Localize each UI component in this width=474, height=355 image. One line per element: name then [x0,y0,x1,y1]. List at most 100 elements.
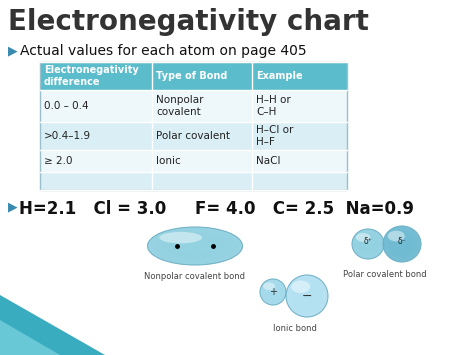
Text: Electronegativity
difference: Electronegativity difference [44,65,139,87]
Bar [152,172,252,190]
Ellipse shape [355,232,381,256]
Ellipse shape [384,227,420,261]
Ellipse shape [392,234,412,253]
Ellipse shape [160,232,230,260]
Text: Ionic bond: Ionic bond [273,324,317,333]
Ellipse shape [289,278,325,314]
Ellipse shape [393,236,411,252]
Ellipse shape [264,283,282,301]
Text: δ⁺: δ⁺ [364,237,373,246]
Ellipse shape [147,227,243,265]
Ellipse shape [397,239,407,249]
Bar [40,90,152,122]
Text: Ionic: Ionic [156,156,181,166]
Ellipse shape [306,295,309,297]
Ellipse shape [170,236,220,256]
Ellipse shape [352,229,384,259]
Ellipse shape [286,275,328,317]
Ellipse shape [300,289,314,303]
Polygon shape [0,295,105,355]
Text: H–Cl or
H–F: H–Cl or H–F [256,125,293,147]
Ellipse shape [269,288,277,296]
Ellipse shape [299,288,315,304]
Ellipse shape [287,277,327,316]
Bar [252,62,347,90]
Ellipse shape [303,292,311,300]
Text: δ⁻: δ⁻ [398,237,406,246]
Bar [152,122,252,150]
Ellipse shape [272,291,274,293]
Bar [252,150,347,172]
Ellipse shape [363,239,374,249]
Ellipse shape [189,244,201,248]
Bar [252,172,347,190]
Bar [40,62,347,190]
Ellipse shape [270,289,275,295]
Ellipse shape [147,227,243,265]
Text: NaCl: NaCl [256,156,281,166]
Ellipse shape [261,280,285,304]
Bar [40,172,152,190]
Text: 0.0 – 0.4: 0.0 – 0.4 [44,101,89,111]
Bar [252,122,347,150]
Ellipse shape [388,231,405,241]
Text: ≥ 2.0: ≥ 2.0 [44,156,73,166]
Ellipse shape [352,229,384,259]
Bar [40,150,152,172]
Ellipse shape [290,279,324,313]
Ellipse shape [264,283,283,301]
Bar [40,62,152,90]
Text: H–H or
C–H: H–H or C–H [256,95,291,117]
Text: ▶: ▶ [8,44,18,57]
Ellipse shape [396,238,408,250]
Ellipse shape [192,245,198,247]
Text: Polar covalent bond: Polar covalent bond [343,270,427,279]
Polygon shape [0,320,60,355]
Ellipse shape [270,289,276,295]
Bar [152,150,252,172]
Bar [252,90,347,122]
Ellipse shape [266,285,280,299]
Ellipse shape [398,240,406,247]
Text: Electronegativity chart: Electronegativity chart [8,8,369,36]
Ellipse shape [356,233,380,255]
Ellipse shape [297,286,317,306]
Text: −: − [302,289,312,302]
Ellipse shape [185,242,204,250]
Ellipse shape [387,230,417,258]
Ellipse shape [383,226,421,262]
Ellipse shape [388,231,416,257]
Ellipse shape [394,237,410,251]
Ellipse shape [362,238,374,250]
Ellipse shape [365,241,371,247]
Ellipse shape [361,237,375,251]
Ellipse shape [391,233,413,255]
Text: Nonpolar covalent bond: Nonpolar covalent bond [145,272,246,281]
Ellipse shape [179,240,211,252]
Ellipse shape [260,279,286,305]
Ellipse shape [353,230,383,258]
Ellipse shape [367,243,369,245]
Ellipse shape [159,232,202,243]
Ellipse shape [268,287,278,297]
Ellipse shape [389,232,415,256]
Ellipse shape [366,242,370,246]
Ellipse shape [400,242,404,246]
Ellipse shape [359,236,376,252]
Text: Example: Example [256,71,302,81]
Ellipse shape [157,231,233,261]
Ellipse shape [154,230,236,262]
Bar [152,62,252,90]
Ellipse shape [286,275,328,317]
Ellipse shape [364,240,372,248]
Ellipse shape [263,282,275,290]
Ellipse shape [357,234,379,254]
Ellipse shape [293,282,321,310]
Ellipse shape [294,283,319,308]
Text: Type of Bond: Type of Bond [156,71,228,81]
Ellipse shape [383,226,421,262]
Ellipse shape [291,280,310,293]
Ellipse shape [358,235,378,253]
Text: ▶: ▶ [8,200,18,213]
Ellipse shape [260,279,286,305]
